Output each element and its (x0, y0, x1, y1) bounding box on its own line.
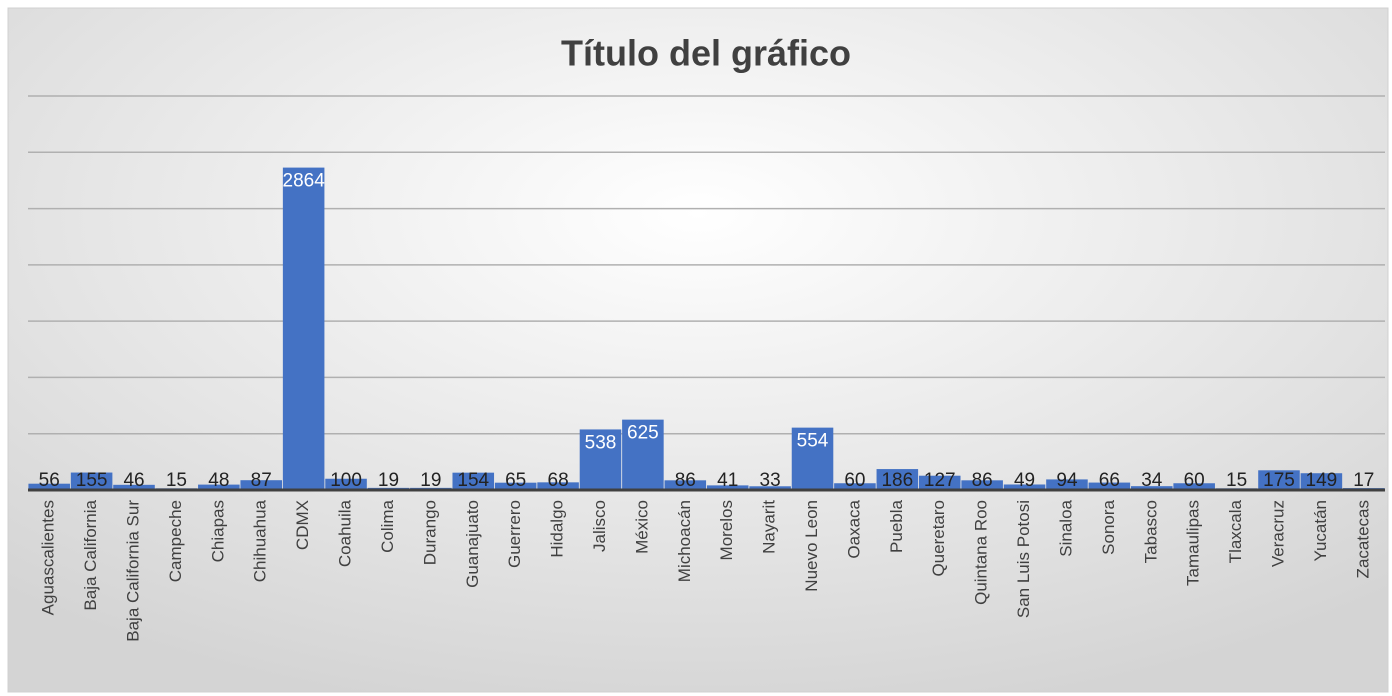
x-tick-label: Michoacán (675, 500, 694, 582)
x-tick-label: Durango (420, 500, 439, 565)
x-tick-label: Aguascalientes (39, 500, 58, 615)
x-tick-label: Oaxaca (844, 499, 863, 558)
chart-title: Título del gráfico (561, 33, 851, 74)
x-tick-label: Veracruz (1268, 500, 1287, 567)
x-tick-label: Baja California (81, 499, 100, 610)
data-label: 175 (1263, 470, 1295, 491)
x-tick-label: Sinaloa (1056, 499, 1075, 556)
x-tick-label: Guerrero (505, 500, 524, 568)
x-tick-label: Yucatán (1311, 500, 1330, 561)
data-label: 154 (457, 470, 489, 491)
x-tick-label: Coahuila (336, 499, 355, 567)
x-tick-label: Puebla (887, 499, 906, 552)
bar (325, 478, 367, 490)
x-tick-label: Hidalgo (548, 500, 567, 558)
x-tick-label: Sonora (1099, 499, 1118, 554)
bar (1173, 483, 1215, 490)
bar (1130, 486, 1173, 490)
data-label: 56 (39, 470, 60, 491)
x-tick-label: Colima (378, 499, 397, 552)
x-tick-label: Morelos (717, 500, 736, 560)
data-label: 34 (1141, 470, 1163, 491)
bar (749, 486, 791, 490)
bar (1088, 482, 1131, 490)
data-label: 65 (505, 470, 526, 491)
x-tick-label: Chiapas (208, 500, 227, 562)
bar (791, 427, 834, 490)
data-label: 155 (76, 470, 108, 491)
bar (28, 483, 70, 490)
data-label: 17 (1353, 470, 1374, 491)
data-label: 60 (1184, 470, 1205, 491)
bar (664, 480, 707, 490)
data-label: 15 (166, 470, 187, 491)
bar (622, 419, 664, 490)
data-label: 19 (378, 470, 399, 491)
bar (198, 484, 240, 490)
bar (70, 472, 113, 490)
data-label: 49 (1014, 470, 1035, 491)
x-tick-label: Queretaro (929, 500, 948, 577)
bar (113, 484, 155, 490)
data-label: 94 (1056, 470, 1078, 491)
bar (537, 482, 579, 490)
data-label: 41 (717, 470, 738, 491)
data-label: 100 (330, 470, 362, 491)
x-tick-label: Campeche (166, 500, 185, 582)
data-label: 554 (797, 431, 829, 452)
x-tick-label: Tabasco (1141, 500, 1160, 563)
data-label: 48 (208, 470, 229, 491)
data-label: 15 (1226, 470, 1247, 491)
x-tick-label: Jalisco (590, 500, 609, 552)
bar (494, 482, 537, 490)
data-label: 186 (881, 470, 913, 491)
x-tick-label: México (632, 500, 651, 554)
bar (961, 480, 1003, 490)
data-label: 60 (844, 470, 865, 491)
bar (579, 429, 622, 490)
bar (918, 475, 961, 490)
data-label: 46 (123, 470, 144, 491)
data-label: 127 (924, 470, 956, 491)
x-tick-label: Guanajuato (463, 500, 482, 588)
data-label: 68 (548, 470, 569, 491)
data-label: 33 (760, 470, 781, 491)
x-tick-label: Quintana Roo (972, 500, 991, 605)
chart-area (7, 7, 1389, 693)
bar (1300, 473, 1343, 490)
data-label: 149 (1306, 470, 1338, 491)
bar (1258, 470, 1300, 490)
data-label: 625 (627, 423, 659, 444)
data-label: 87 (251, 470, 272, 491)
bar (834, 483, 876, 490)
data-label: 2864 (283, 171, 326, 192)
x-tick-label: Tlaxcala (1226, 499, 1245, 563)
x-tick-label: Nayarit (760, 500, 779, 554)
data-label: 19 (420, 470, 441, 491)
bar (452, 472, 495, 490)
bar (876, 469, 919, 490)
x-tick-label: San Luis Potosi (1014, 500, 1033, 618)
x-tick-label: Baja California Sur (124, 500, 143, 642)
data-label: 66 (1099, 470, 1120, 491)
data-label: 86 (675, 470, 696, 491)
x-tick-label: CDMX (293, 500, 312, 550)
bar (706, 485, 749, 490)
x-tick-label: Tamaulipas (1184, 500, 1203, 586)
bar (240, 480, 283, 490)
x-tick-label: Nuevo Leon (802, 500, 821, 592)
data-label: 86 (972, 470, 993, 491)
bar (1003, 484, 1046, 490)
bar (282, 167, 325, 490)
x-tick-label: Chihuahua (251, 499, 270, 582)
bar (1046, 479, 1088, 490)
data-label: 538 (585, 432, 617, 453)
x-tick-label: Zacatecas (1353, 500, 1372, 578)
